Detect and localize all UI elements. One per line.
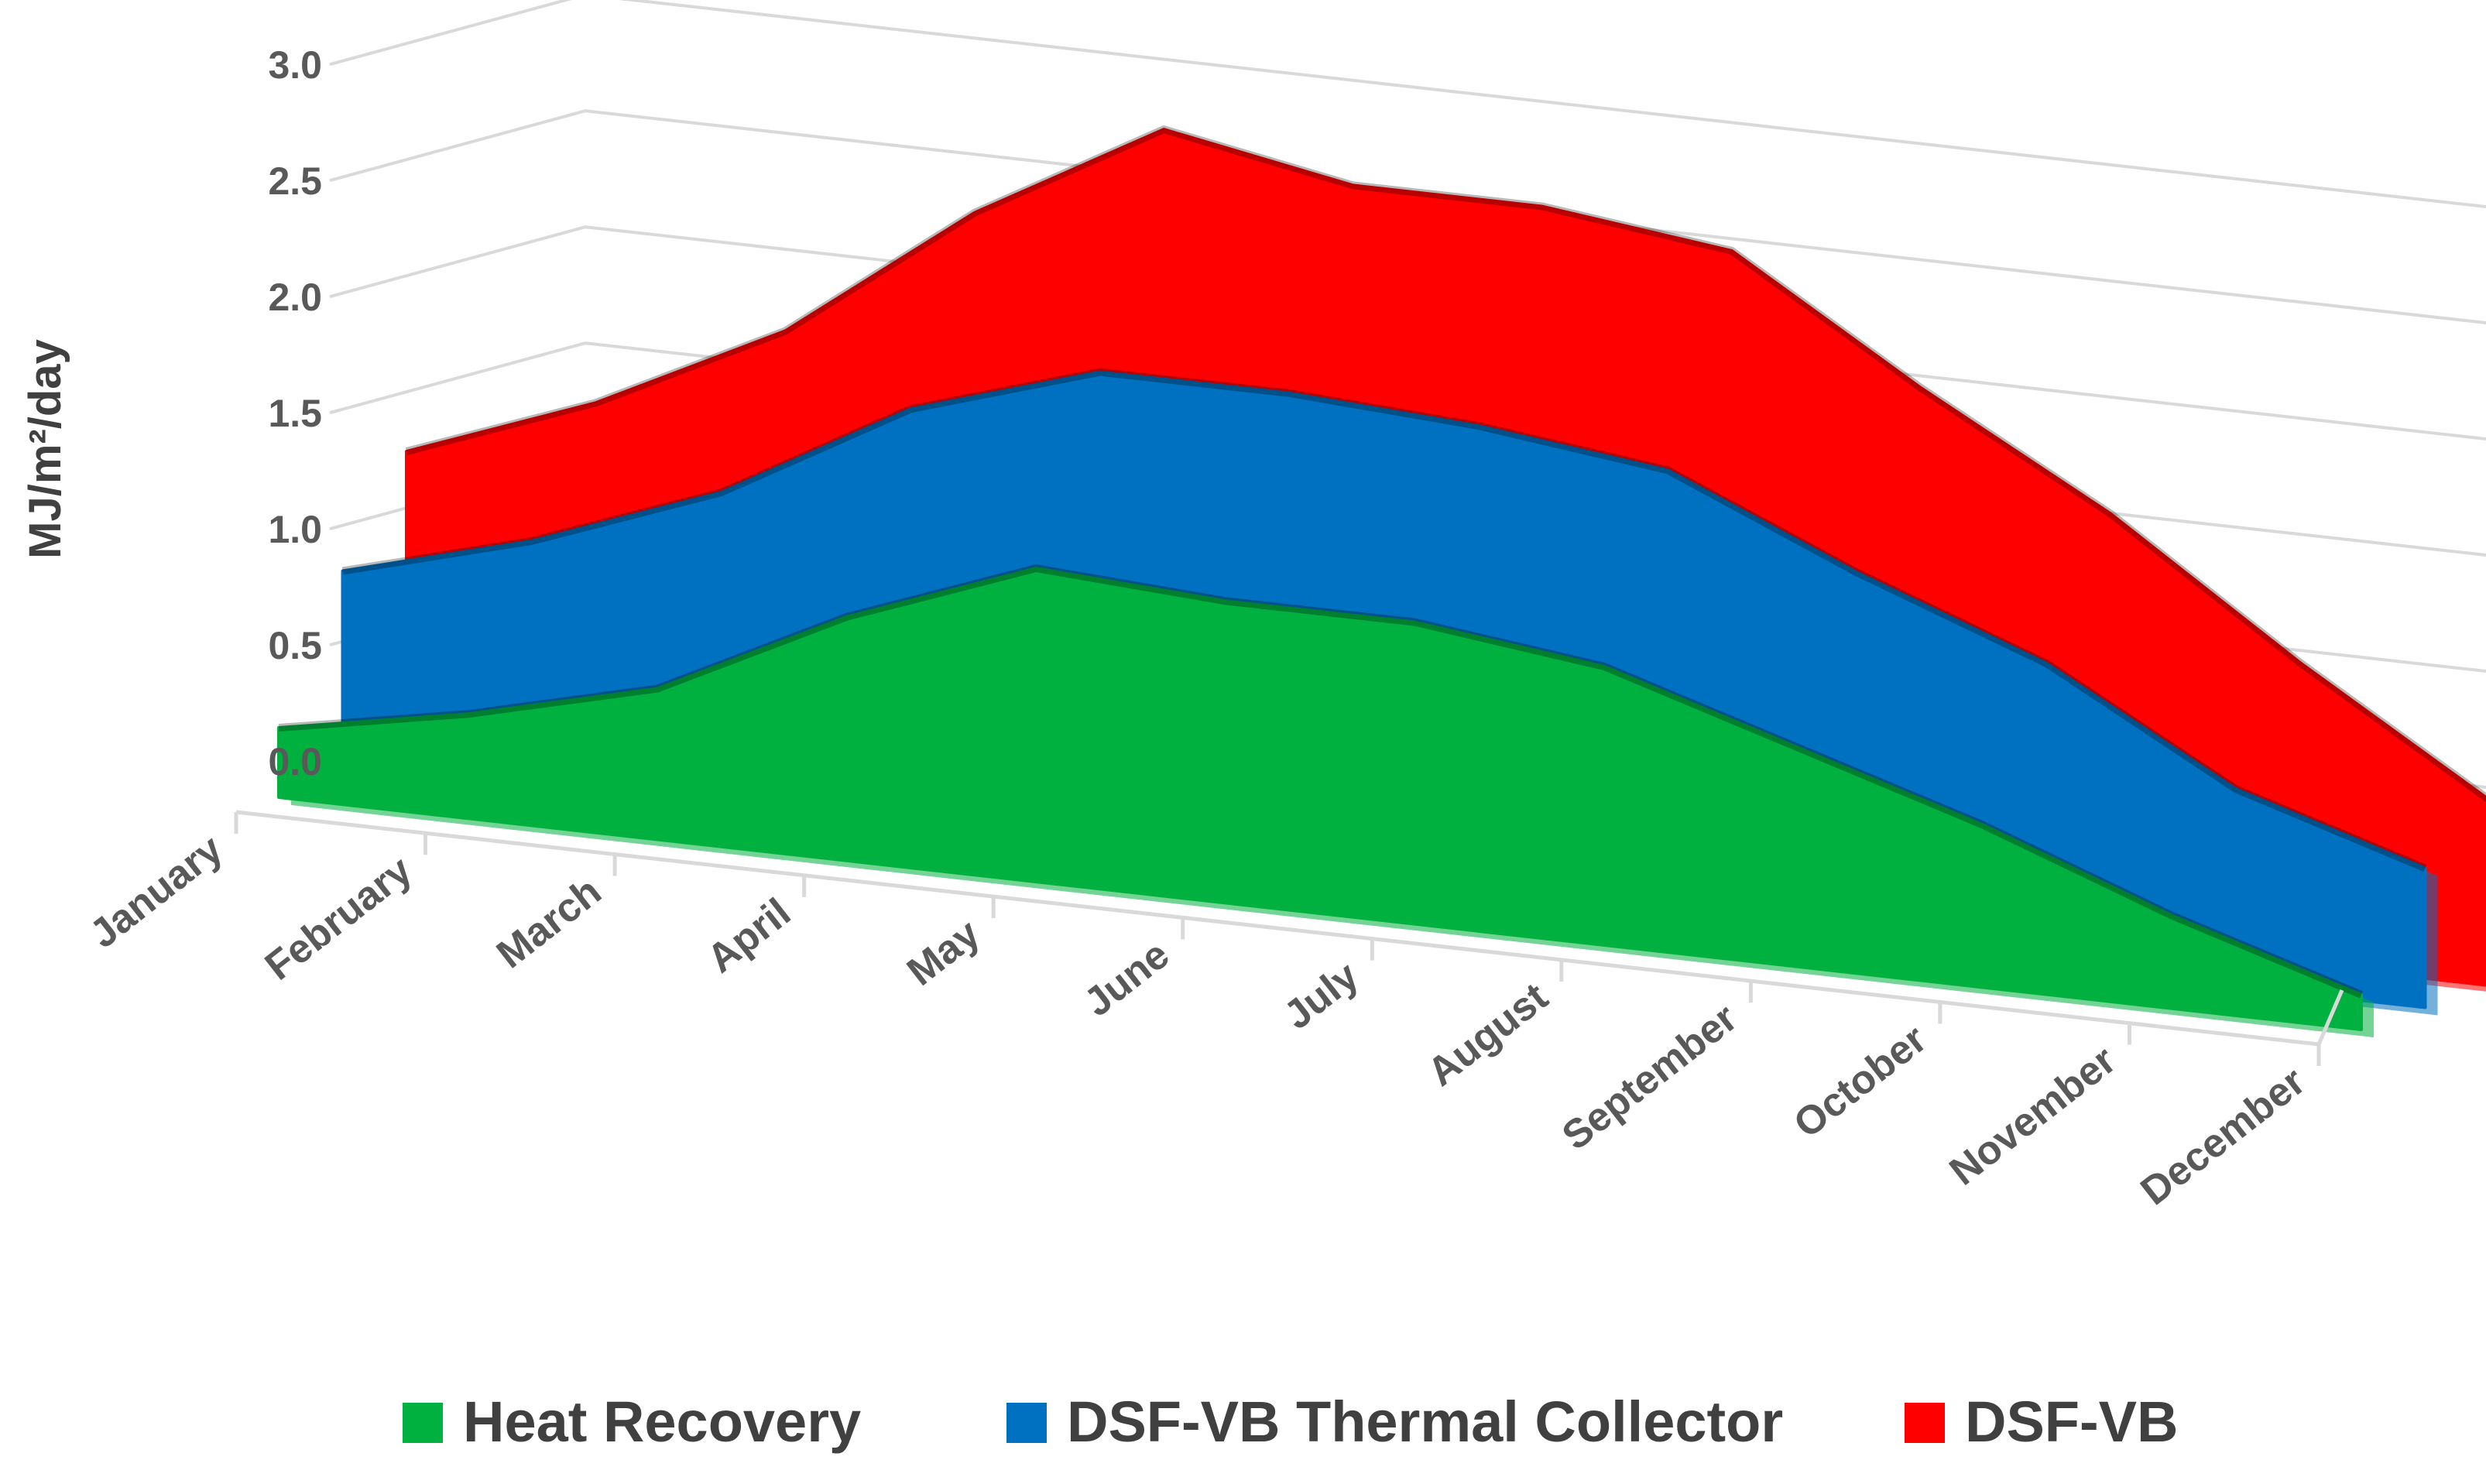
- legend-swatch: [1006, 1403, 1047, 1443]
- x-tick-label: September: [1554, 996, 1745, 1159]
- x-axis: [234, 810, 2344, 1066]
- floor-edge: [2316, 989, 2344, 1045]
- legend: Heat Recovery DSF-VB Thermal Collector DSF…: [403, 1390, 2178, 1454]
- x-tick-label: February: [257, 848, 420, 989]
- y-tick-label: 0.5: [268, 624, 322, 667]
- legend-swatch: [403, 1403, 443, 1443]
- series-top-edge: [341, 368, 2427, 872]
- legend-label: Heat Recovery: [463, 1390, 861, 1454]
- x-tick-label: June: [1076, 932, 1178, 1025]
- y-tick-label: 1.5: [268, 392, 322, 435]
- x-tick-label: October: [1785, 1016, 1935, 1146]
- gridline: [329, 0, 2486, 209]
- legend-swatch: [1905, 1403, 1945, 1443]
- y-tick-label: 2.0: [268, 276, 322, 319]
- x-axis-line: [235, 810, 2320, 1047]
- x-tick-label: August: [1419, 975, 1556, 1095]
- series-top-edge: [405, 125, 2486, 803]
- gridline: [329, 225, 2486, 441]
- series-top-edge: [278, 564, 2363, 999]
- legend-label: DSF-VB Thermal Collector: [1067, 1390, 1783, 1454]
- y-tick-label: 1.0: [268, 508, 322, 551]
- series-areas: [277, 125, 2486, 1037]
- gridline: [329, 109, 2486, 325]
- x-tick-label: November: [1942, 1037, 2124, 1194]
- x-tick-label: January: [82, 827, 231, 958]
- y-axis-title: MJ/m²/day: [20, 339, 70, 559]
- y-axis-ticks: 0.0 0.5 1.0 1.5 2.0 2.5 3.0: [268, 43, 322, 783]
- x-tick-label: April: [699, 890, 799, 982]
- x-tick-label: March: [489, 869, 609, 977]
- y-tick-label: 0.0: [268, 740, 322, 783]
- x-tick-label: May: [899, 911, 988, 995]
- x-tick-label: December: [2133, 1059, 2314, 1215]
- series-area-heat-recovery: [277, 567, 2363, 1031]
- legend-label: DSF-VB: [1965, 1390, 2178, 1454]
- y-tick-label: 2.5: [268, 159, 322, 203]
- y-tick-label: 3.0: [268, 43, 322, 87]
- x-tick-label: July: [1276, 953, 1367, 1038]
